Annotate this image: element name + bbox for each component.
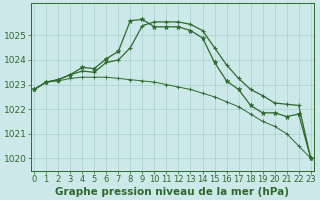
X-axis label: Graphe pression niveau de la mer (hPa): Graphe pression niveau de la mer (hPa) <box>55 187 290 197</box>
